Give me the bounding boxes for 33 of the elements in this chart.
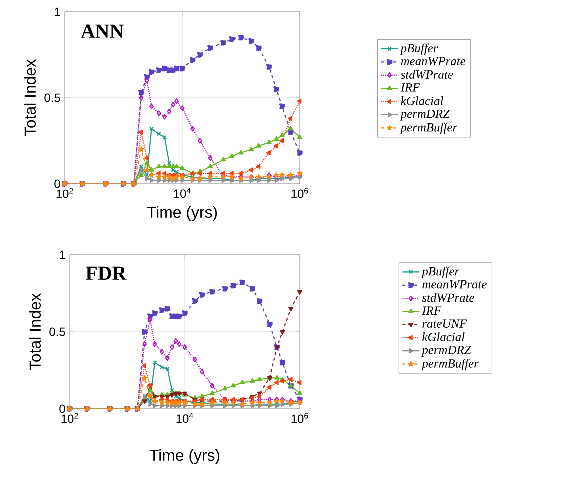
x-tick-label: 10$^{2}$ (62, 413, 78, 424)
annotation: FDR (86, 266, 127, 280)
y-tick-label: 0.5 (44, 94, 60, 102)
legend-label: kGlacial (401, 96, 444, 106)
legend-label: rateUNF (422, 320, 468, 328)
annotation: ANN (81, 24, 124, 38)
x-tick-label: 10$^{6}$ (292, 413, 308, 424)
y-tick-label: 0 (60, 404, 66, 414)
legend-label: IRF (400, 84, 420, 92)
legend-label: IRF (422, 306, 442, 315)
legend-label: pBuffer (400, 44, 438, 56)
x-axis-title: Time (yrs) (147, 206, 218, 222)
y-tick-label: 0 (54, 180, 60, 188)
x-tick-label: 10$^{4}$ (174, 188, 191, 198)
legend-label: pBuffer (421, 266, 460, 278)
legend-label: meanWPrate (401, 57, 466, 66)
x-tick-label: 10$^{6}$ (292, 188, 308, 198)
legend-label: permDRZ (421, 346, 472, 357)
x-tick-label: 10$^{4}$ (176, 413, 194, 424)
y-tick-label: 1 (60, 250, 66, 260)
y-axis-title: Total Index (24, 60, 36, 136)
legend-label: meanWPrate (422, 280, 487, 289)
legend-label: stdWPrate (400, 70, 454, 80)
legend-label: permBuffer (421, 359, 479, 370)
legend-label: permBuffer (400, 122, 458, 134)
legend-label: permDRZ (400, 110, 450, 121)
legend-label: kGlacial (422, 332, 465, 342)
x-axis-title: Time (yrs) (150, 449, 220, 464)
y-axis-title: Total Index (29, 294, 42, 370)
legend-label: stdWPrate (422, 293, 474, 302)
x-tick-label: 10$^{2}$ (56, 188, 74, 198)
y-tick-label: 1 (55, 8, 60, 16)
y-tick-label: 0.5 (50, 328, 66, 336)
